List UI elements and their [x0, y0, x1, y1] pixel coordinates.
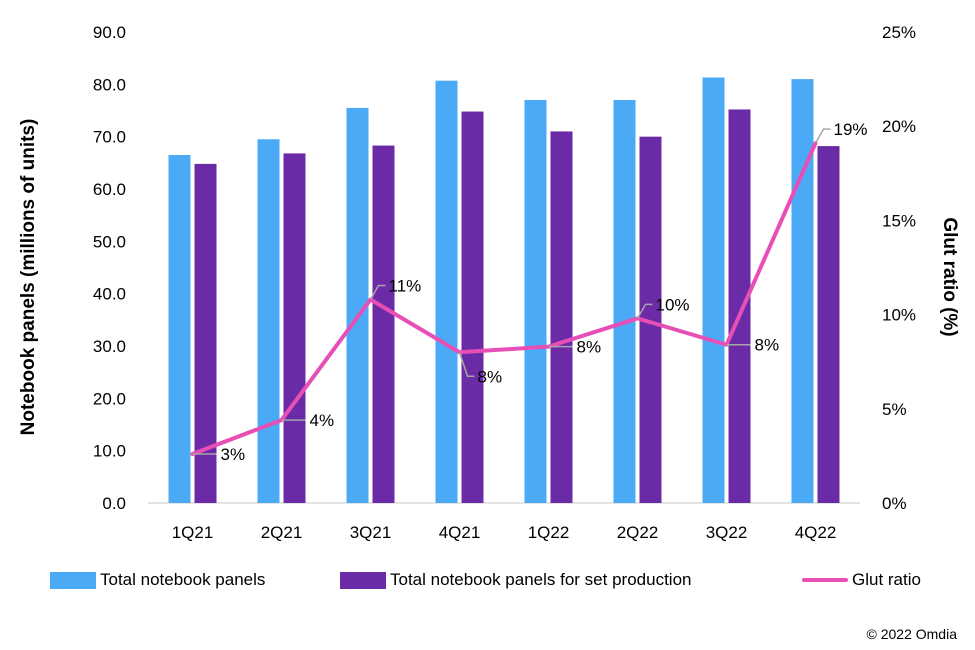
y2-tick-label: 25%: [882, 23, 916, 42]
glut-data-label: 19%: [834, 120, 868, 139]
x-tick-label: 2Q22: [617, 523, 659, 542]
y2-tick-label: 10%: [882, 306, 916, 325]
data-label-leader: [814, 128, 831, 144]
bar-total-panels: [168, 154, 191, 503]
x-tick-label: 2Q21: [261, 523, 303, 542]
glut-data-label: 8%: [755, 336, 780, 355]
y-tick-label: 90.0: [93, 23, 126, 42]
bar-total-panels: [524, 100, 547, 504]
bars-group: [168, 77, 840, 504]
bar-total-panels: [257, 139, 280, 504]
legend-item-glut-ratio: Glut ratio: [802, 570, 921, 590]
legend-item-set-production: Total notebook panels for set production: [340, 570, 691, 590]
y-tick-label: 40.0: [93, 285, 126, 304]
y-tick-label: 0.0: [102, 494, 126, 513]
glut-data-label: 10%: [656, 295, 690, 314]
x-tick-label: 3Q22: [706, 523, 748, 542]
bar-set-production: [817, 146, 840, 503]
x-tick-label: 4Q21: [439, 523, 481, 542]
legend-swatch-total-panels: [50, 571, 96, 589]
x-axis-ticks: 1Q21 2Q21 3Q21 4Q21 1Q22 2Q22 3Q22 4Q22: [172, 523, 837, 542]
bar-total-panels: [346, 107, 369, 503]
legend-swatch-set-production: [340, 571, 386, 589]
copyright-credit: © 2022 Omdia: [866, 626, 957, 642]
bar-total-panels: [702, 77, 725, 503]
y2-tick-label: 0%: [882, 494, 907, 513]
y-tick-label: 70.0: [93, 128, 126, 147]
bar-set-production: [461, 111, 484, 504]
x-tick-label: 1Q21: [172, 523, 214, 542]
y2-tick-label: 20%: [882, 117, 916, 136]
data-label-leader: [636, 303, 653, 319]
legend-label-set-production: Total notebook panels for set production: [390, 570, 692, 589]
y-tick-label: 10.0: [93, 442, 126, 461]
glut-data-label: 8%: [577, 338, 602, 357]
bar-set-production: [194, 163, 217, 503]
y-axis-ticks: 0.0 10.0 20.0 30.0 40.0 50.0 60.0 70.0 80.0 90.0: [93, 23, 126, 513]
y-tick-label: 80.0: [93, 75, 126, 94]
x-tick-label: 1Q22: [528, 523, 570, 542]
glut-data-label: 11%: [389, 277, 422, 296]
y2-tick-label: 15%: [882, 211, 916, 230]
glut-data-label: 3%: [221, 445, 246, 464]
bar-total-panels: [791, 79, 814, 503]
y-tick-label: 20.0: [93, 389, 126, 408]
y2-axis-title: Glut ratio (%): [939, 217, 960, 336]
legend-swatch-glut-ratio: [802, 578, 848, 582]
bar-set-production: [639, 136, 662, 503]
glut-ratio-line: [190, 141, 818, 457]
x-tick-label: 3Q21: [350, 523, 392, 542]
bar-set-production: [283, 153, 306, 503]
legend: Total notebook panels Total notebook pan…: [0, 570, 975, 598]
y-tick-label: 50.0: [93, 232, 126, 251]
glut-data-label: 8%: [478, 367, 503, 386]
y2-tick-label: 5%: [882, 400, 907, 419]
y-tick-label: 30.0: [93, 337, 126, 356]
bar-total-panels: [613, 100, 636, 504]
x-tick-label: 4Q22: [795, 523, 837, 542]
y-axis-title: Notebook panels (millions of units): [18, 119, 39, 436]
bar-set-production: [728, 109, 751, 503]
bar-set-production: [550, 131, 573, 503]
bar-set-production: [372, 145, 395, 503]
glut-line-group: 3% 4% 11% 8% 8% 10% 8% 19%: [190, 120, 868, 464]
y2-axis-ticks: 0% 5% 10% 15% 20% 25%: [882, 23, 916, 513]
glut-data-label: 4%: [310, 411, 335, 430]
data-label-leader: [369, 284, 386, 300]
bar-total-panels: [435, 80, 458, 504]
legend-label-total-panels: Total notebook panels: [100, 570, 266, 589]
y-tick-label: 60.0: [93, 180, 126, 199]
legend-label-glut-ratio: Glut ratio: [852, 570, 921, 589]
data-label-leader: [458, 352, 475, 378]
legend-item-total-panels: Total notebook panels: [50, 570, 265, 590]
